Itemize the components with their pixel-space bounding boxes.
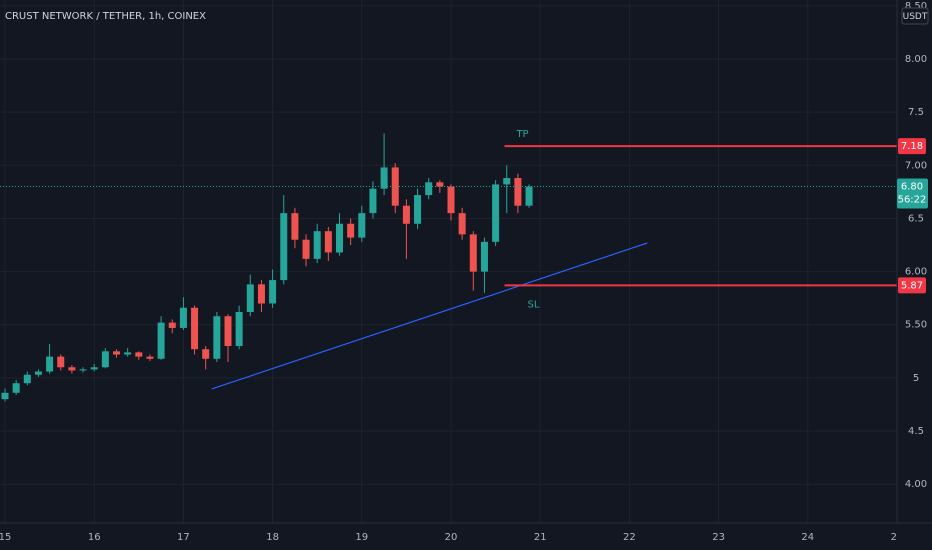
candle-body (179, 307, 187, 328)
candle-body (168, 322, 176, 328)
last-price-label: 6.80 (901, 182, 923, 193)
level-badge (898, 277, 926, 294)
y-tick-label: 7.00 (905, 160, 927, 171)
candle-body (257, 284, 265, 304)
candle-body (157, 322, 165, 359)
candle-body (291, 213, 299, 240)
candle-body (503, 178, 511, 185)
countdown-label: 56:22 (898, 195, 927, 206)
axes: 4.00 4.5 5 5.50 6.00 6.5 7.00 7.5 8.00 8.50 6.80 56… (897, 1, 928, 490)
candle-body (358, 213, 366, 238)
candle-body (12, 383, 20, 393)
candle-body (436, 182, 444, 187)
candle-body (414, 195, 422, 224)
candle-body (112, 351, 120, 355)
price-axis-panel (897, 0, 932, 550)
candle-body (269, 280, 277, 304)
currency: USDT (903, 12, 928, 22)
candle-body (492, 184, 500, 242)
candle-body (135, 352, 143, 357)
candle-body (380, 167, 388, 189)
candle-body (458, 213, 466, 235)
level-badge (898, 138, 926, 155)
y-tick-label: 6.00 (905, 267, 927, 278)
x-tick-label: 20 (445, 532, 458, 543)
x-tick-label: 23 (712, 532, 725, 543)
candle-body (146, 356, 154, 359)
candle-body (280, 213, 288, 281)
level-value-label: 7.18 (901, 141, 923, 152)
y-tick-label: 8.00 (905, 54, 927, 65)
trend-line (211, 242, 648, 390)
candle-body (391, 167, 399, 206)
candle-body (213, 316, 221, 359)
candle-body (79, 369, 87, 371)
candle-body (202, 349, 210, 359)
candle-body (469, 234, 477, 272)
x-tick-label: 24 (801, 532, 814, 543)
last-price-badge (897, 178, 928, 209)
grid (0, 0, 898, 523)
candle-body (347, 223, 355, 238)
candle-body (34, 371, 42, 375)
y-tick-label: 6.5 (908, 213, 924, 224)
candle-body (447, 186, 455, 214)
x-tick-label: 15 (0, 532, 11, 543)
y-tick-label: 4.5 (908, 426, 924, 437)
candle-body (335, 223, 343, 253)
candle-body (57, 356, 65, 368)
y-tick-label: 5 (913, 373, 919, 384)
level-name: TP (515, 129, 528, 140)
candle-body (235, 311, 243, 347)
candle-body (90, 367, 98, 370)
candle-body (46, 356, 54, 372)
candle-body (224, 316, 232, 347)
candle-body (1, 392, 9, 400)
y-tick-label: 8.50 (905, 1, 927, 12)
chart-title: CRUST NETWORK / TETHER, 1h, COINEX (5, 11, 206, 22)
candle-body (369, 188, 377, 214)
plot-area: TP SL (0, 129, 897, 402)
x-tick-label: 18 (266, 532, 279, 543)
candle-body (324, 231, 332, 253)
candle-body (514, 178, 522, 206)
candle-body (425, 182, 433, 196)
candle-body (402, 205, 410, 224)
candle-body (124, 352, 132, 355)
y-tick-label: 7.5 (908, 107, 924, 118)
x-tick-label: 16 (88, 532, 101, 543)
candle-body (23, 374, 31, 384)
level-value-label: 5.87 (901, 280, 923, 291)
currency-badge (901, 7, 929, 25)
candle-body (525, 186, 533, 206)
level-name: SL (528, 299, 540, 310)
x-tick-label: 19 (355, 532, 368, 543)
candle-body (313, 231, 321, 259)
candle-body (246, 284, 254, 312)
candle-body (480, 241, 488, 272)
candle-body (101, 351, 109, 368)
x-tick-label: 22 (623, 532, 636, 543)
x-tick-label: 21 (534, 532, 547, 543)
y-tick-label: 4.00 (905, 479, 927, 490)
x-tick-label: 17 (177, 532, 190, 543)
candle-body (191, 307, 199, 350)
candle-body (302, 239, 310, 259)
y-tick-label: 5.50 (905, 320, 927, 331)
candle-body (68, 367, 76, 371)
